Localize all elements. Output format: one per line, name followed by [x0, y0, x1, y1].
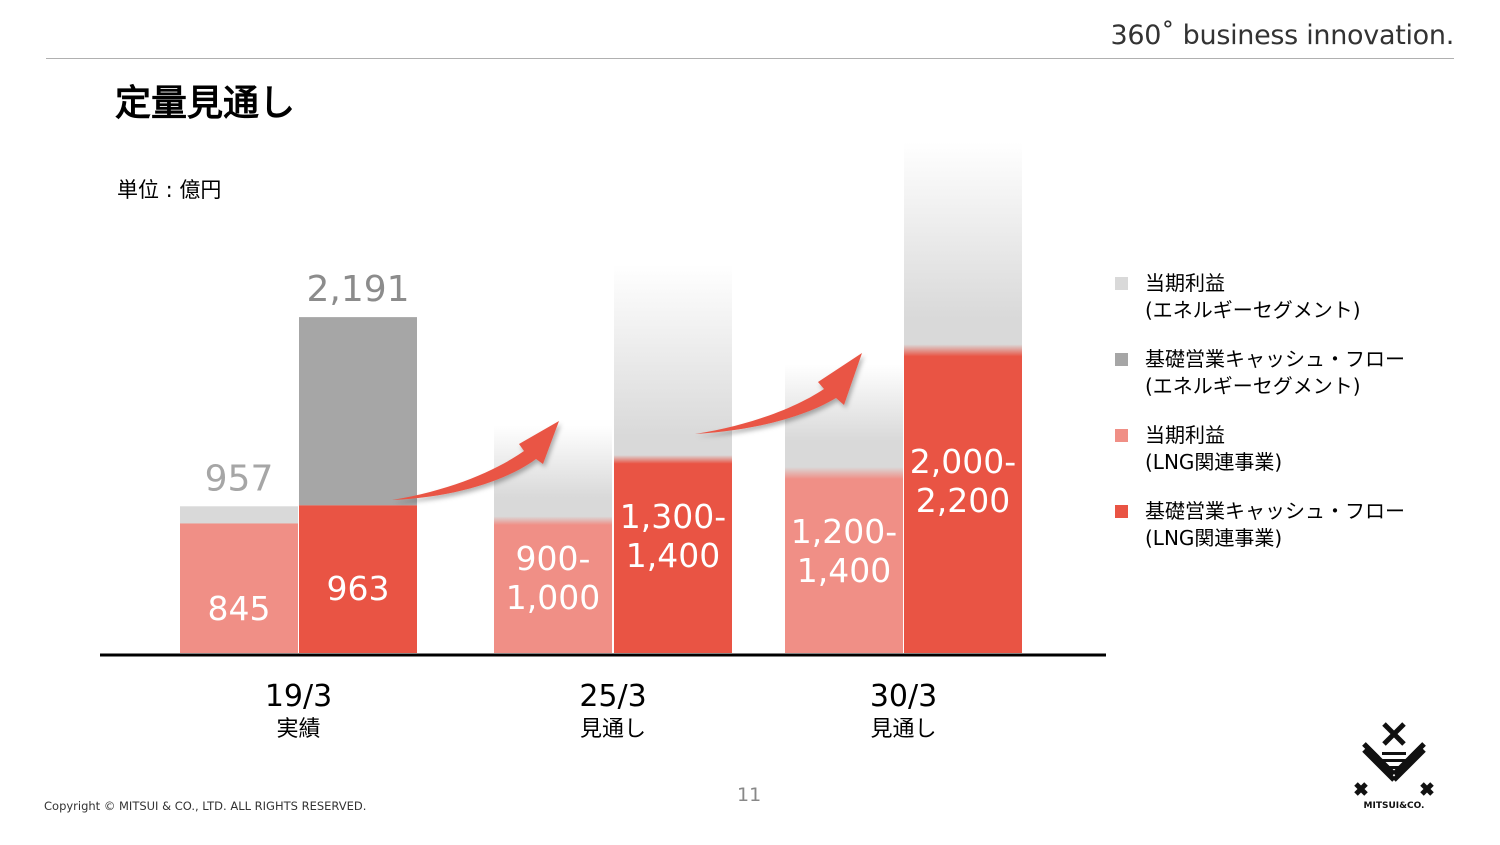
legend-sublabel: (エネルギーセグメント): [1145, 374, 1361, 398]
unit-label: 単位 : 億円: [117, 178, 222, 202]
legend-swatch: [1115, 429, 1128, 442]
growth-arrow-icon: [392, 421, 559, 500]
legend-item: 基礎営業キャッシュ・フロー (LNG関連事業): [1115, 498, 1475, 552]
profit-range-label: 1,400: [797, 551, 891, 590]
legend-sublabel: (エネルギーセグメント): [1145, 298, 1361, 322]
cf-range-label: 2,200: [916, 481, 1010, 520]
mitsui-logo-icon: MITSUI&CO.: [1354, 722, 1434, 811]
profit-energy-value-label: 957: [205, 458, 274, 499]
legend-label: 基礎営業キャッシュ・フロー: [1145, 499, 1405, 523]
x-tick-note: 見通し: [870, 717, 936, 742]
svg-text:MITSUI&CO.: MITSUI&CO.: [1364, 801, 1425, 811]
cf-energy-value-label: 2,191: [306, 269, 409, 310]
cf-range-label: 2,000-: [910, 442, 1016, 481]
page-number: 11: [737, 784, 762, 806]
legend-sublabel: (LNG関連事業): [1145, 526, 1283, 550]
profit-lng-value-label: 845: [208, 589, 271, 628]
cf-range-label: 1,400: [626, 536, 720, 575]
legend-sublabel: (LNG関連事業): [1145, 450, 1283, 474]
cf-forecast-bar: [614, 264, 732, 653]
cf-lng-bar: [299, 505, 417, 653]
x-tick-note: 見通し: [580, 717, 646, 742]
legend-item: 当期利益 (LNG関連事業): [1115, 422, 1475, 476]
copyright-notice: Copyright © MITSUI & CO., LTD. ALL RIGHT…: [44, 799, 367, 813]
profit-energy-bar: [180, 506, 298, 524]
x-tick-note: 実績: [276, 717, 320, 742]
legend-label: 基礎営業キャッシュ・フロー: [1145, 347, 1405, 371]
cf-lng-value-label: 963: [327, 569, 390, 608]
header-divider: [46, 58, 1454, 59]
bar-chart: 9578452,191963900-1,0001,300-1,4001,200-…: [100, 141, 1106, 742]
legend-swatch: [1115, 505, 1128, 518]
legend-label: 当期利益: [1145, 423, 1225, 447]
profit-range-label: 1,000: [506, 578, 600, 617]
chart-legend: 当期利益 (エネルギーセグメント) 基礎営業キャッシュ・フロー (エネルギーセグメント…: [1115, 270, 1475, 574]
legend-label: 当期利益: [1145, 271, 1225, 295]
x-tick-period: 30/3: [870, 679, 937, 714]
x-tick-period: 19/3: [265, 679, 332, 714]
profit-range-label: 900-: [516, 539, 591, 578]
profit-range-label: 1,200-: [791, 512, 897, 551]
cf-range-label: 1,300-: [620, 497, 726, 536]
legend-item: 基礎営業キャッシュ・フロー (エネルギーセグメント): [1115, 346, 1475, 400]
tagline: 360˚ business innovation.: [1110, 20, 1455, 51]
profit-lng-bar: [180, 523, 298, 653]
legend-swatch: [1115, 353, 1128, 366]
growth-arrow-icon: [695, 353, 862, 434]
legend-swatch: [1115, 277, 1128, 290]
x-tick-period: 25/3: [579, 679, 646, 714]
cf-energy-bar: [299, 317, 417, 506]
legend-item: 当期利益 (エネルギーセグメント): [1115, 270, 1475, 324]
page-title: 定量見通し: [115, 83, 296, 124]
cf-forecast-bar: [904, 141, 1022, 654]
